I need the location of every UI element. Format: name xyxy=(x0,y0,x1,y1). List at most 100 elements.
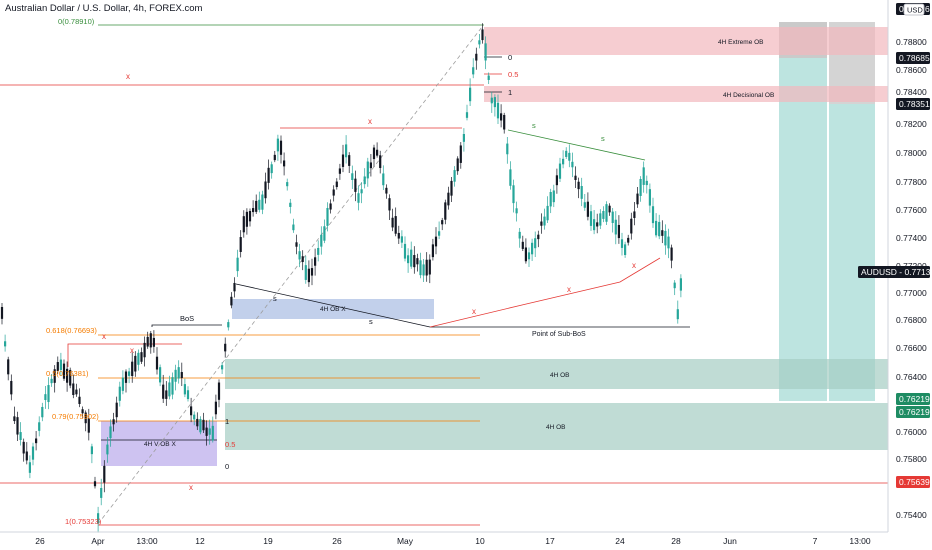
ob-4h-x-label: 4H OB X xyxy=(320,306,346,313)
candle-body xyxy=(47,385,50,403)
candle-body xyxy=(444,202,447,220)
candle-body xyxy=(35,438,38,444)
candle-body xyxy=(252,208,255,213)
candle-body xyxy=(211,425,214,441)
candle-body xyxy=(363,176,366,185)
price-tick-label: 0.76800 xyxy=(896,315,927,325)
ob-4h-v-zone xyxy=(101,421,217,466)
candle-body xyxy=(456,158,459,172)
candle-body xyxy=(645,180,648,186)
s-mark-4: s xyxy=(601,134,605,143)
candle-body xyxy=(332,189,335,196)
candle-body xyxy=(670,247,673,261)
candle-body xyxy=(382,173,385,186)
candle-body xyxy=(509,169,512,186)
candle-body xyxy=(124,371,128,383)
candle-body xyxy=(496,102,500,119)
s-mark-1: s xyxy=(273,294,277,303)
candle-body xyxy=(103,465,106,483)
candle-body xyxy=(307,268,310,283)
candle-body xyxy=(100,488,103,498)
candle-body xyxy=(434,236,438,247)
x-mark-5: x xyxy=(189,483,193,492)
candle-body xyxy=(180,372,183,379)
candle-body xyxy=(658,221,661,237)
candle-body xyxy=(137,352,140,365)
candle-body xyxy=(394,216,397,234)
candle-body xyxy=(270,164,273,174)
candle-body xyxy=(379,155,382,168)
candle-body xyxy=(84,412,87,424)
candle-body xyxy=(478,40,481,45)
candle-body xyxy=(558,163,562,179)
candle-body xyxy=(202,419,205,431)
candle-body xyxy=(320,234,323,247)
candle-body xyxy=(131,361,134,377)
candle-body xyxy=(128,371,131,376)
price-tag xyxy=(858,266,930,278)
candle-body xyxy=(69,369,72,386)
candle-body xyxy=(190,406,193,416)
candle-body xyxy=(273,154,276,161)
candle-body xyxy=(16,417,19,435)
candle-body xyxy=(397,232,400,239)
candle-body xyxy=(183,384,186,395)
candle-body xyxy=(62,363,66,379)
candle-body xyxy=(205,427,208,436)
candle-body xyxy=(233,282,236,292)
candle-body xyxy=(490,97,493,104)
candle-body xyxy=(279,140,283,155)
candle-body xyxy=(143,342,146,358)
candle-body xyxy=(357,193,360,203)
lvl-0-top: 0 xyxy=(508,53,512,62)
x-mark-8: x xyxy=(632,261,636,270)
s-mark-3: s xyxy=(532,121,536,130)
decisional-ob-label: 4H Decisional OB xyxy=(723,92,774,99)
extreme-ob-label: 4H Extreme OB xyxy=(718,39,764,46)
lvl-05-bottom: 0.5 xyxy=(225,440,235,449)
price-tag-label: AUDUSD - 0.77136 xyxy=(861,267,932,277)
price-tick-label: 0.78000 xyxy=(896,148,927,158)
candle-body xyxy=(245,211,248,227)
candle-body xyxy=(0,306,4,319)
candle-body xyxy=(41,406,44,418)
lvl-1-top: 1 xyxy=(508,88,512,97)
sub-bos-label: Point of Sub-BoS xyxy=(532,331,586,338)
candle-body xyxy=(87,418,90,433)
candle-body xyxy=(224,343,227,352)
candle-body xyxy=(301,256,304,263)
time-axis[interactable]: 26 Apr 13:00 12 19 26 May 10 17 24 28 Jun 7 13:00 xyxy=(35,536,871,546)
candle-body xyxy=(583,202,586,208)
price-tick-label: 0.78600 xyxy=(896,65,927,75)
candle-body xyxy=(199,419,202,433)
candle-body xyxy=(66,368,69,383)
time-tick-label: 26 xyxy=(35,536,45,546)
candle-body xyxy=(568,152,571,161)
candle-body xyxy=(341,154,345,167)
candle-body xyxy=(152,337,155,347)
candle-body xyxy=(422,264,425,276)
candle-body xyxy=(44,394,47,401)
currency-badge[interactable] xyxy=(903,3,925,16)
candle-body xyxy=(214,401,217,415)
candle-body xyxy=(484,43,487,61)
x-mark-3: x xyxy=(130,346,134,355)
price-tag-label: 0.76219 xyxy=(899,394,930,404)
candle-body xyxy=(605,204,608,222)
candle-body xyxy=(276,138,279,152)
s-mark-2: s xyxy=(369,317,373,326)
candle-body xyxy=(475,53,478,61)
candle-body xyxy=(227,322,230,328)
candle-body xyxy=(4,341,7,347)
candle-body xyxy=(149,333,152,348)
candle-body xyxy=(515,208,518,214)
ob-4h-lower-zone xyxy=(225,403,888,450)
candle-body xyxy=(286,182,289,187)
candle-body xyxy=(620,239,624,248)
candle-body xyxy=(174,369,177,382)
candle-body xyxy=(459,145,462,163)
candle-body xyxy=(168,382,171,397)
candle-body xyxy=(22,441,25,454)
